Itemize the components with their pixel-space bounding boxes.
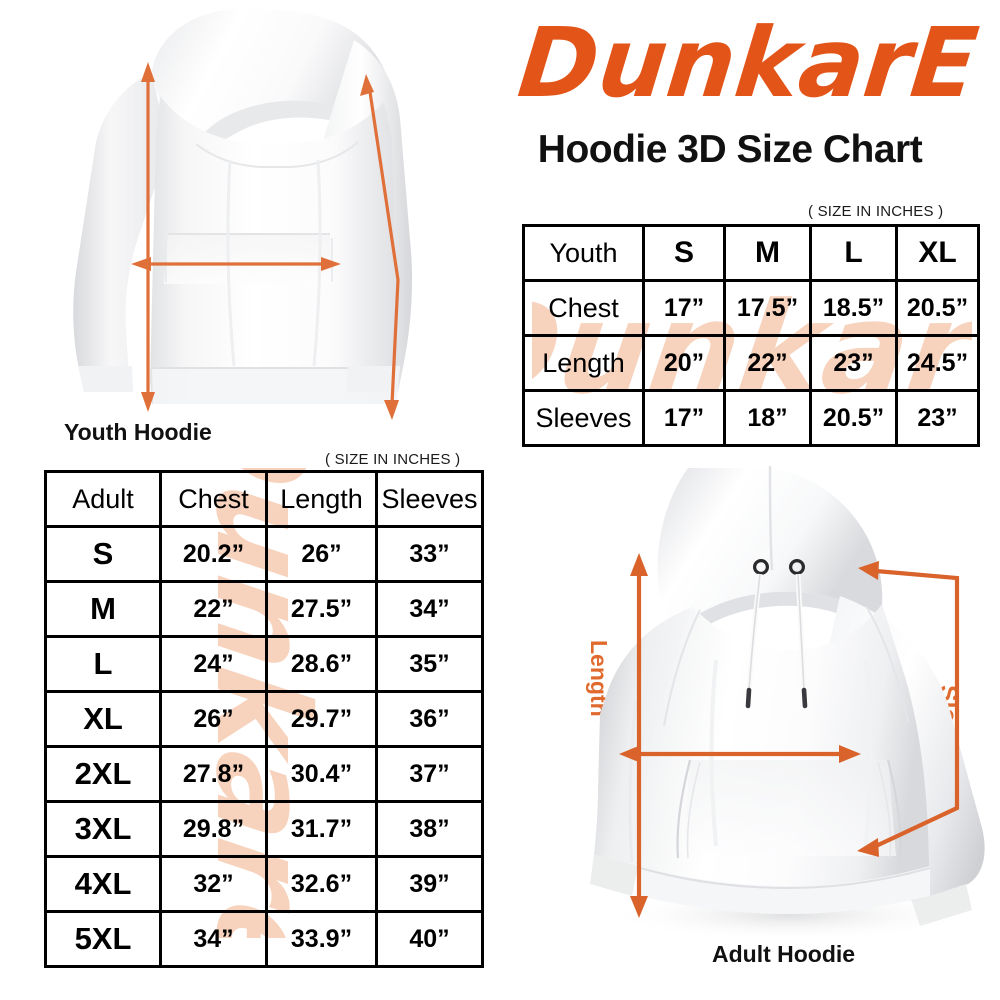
youth-chest-m: 17.5” [723, 279, 812, 337]
adult-size-unit-note: ( SIZE IN INCHES ) [325, 451, 461, 468]
adult-s-sleeves: 33” [375, 525, 484, 583]
table-row: S 20.2” 26” 33” [44, 525, 484, 583]
youth-col-header-m: M [723, 224, 812, 282]
youth-length-measure-label: Length [86, 225, 108, 292]
youth-length-arrow [141, 62, 155, 412]
adult-m-length: 27.5” [265, 580, 378, 638]
table-row: Adult Chest Length Sleeves [44, 470, 484, 528]
adult-length-arrow [630, 553, 648, 918]
table-row: 2XL 27.8” 30.4” 37” [44, 745, 484, 803]
youth-size-table: Youth S M L XL Chest 17” 17.5” 18.5” 20.… [522, 224, 980, 447]
adult-5xl-sleeves: 40” [375, 910, 484, 968]
youth-length-m: 22” [723, 334, 812, 392]
youth-length-xl: 24.5” [895, 334, 980, 392]
adult-row-label-3xl: 3XL [44, 800, 162, 858]
adult-l-chest: 24” [159, 635, 268, 693]
adult-table-corner-label: Adult [44, 470, 162, 528]
youth-col-header-l: L [809, 224, 898, 282]
youth-row-label-sleeves: Sleeves [522, 389, 645, 447]
table-row: M 22” 27.5” 34” [44, 580, 484, 638]
adult-chest-measure-label: Chest [722, 734, 792, 762]
adult-2xl-sleeves: 37” [375, 745, 484, 803]
adult-4xl-sleeves: 39” [375, 855, 484, 913]
brand-logo: DunkarE [470, 8, 990, 128]
adult-hoodie-caption: Adult Hoodie [712, 941, 856, 967]
adult-col-header-chest: Chest [159, 470, 268, 528]
table-row: XL 26” 29.7” 36” [44, 690, 484, 748]
youth-chest-s: 17” [642, 279, 726, 337]
adult-3xl-chest: 29.8” [159, 800, 268, 858]
adult-m-sleeves: 34” [375, 580, 484, 638]
adult-5xl-chest: 34” [159, 910, 268, 968]
adult-row-label-s: S [44, 525, 162, 583]
youth-sleeves-m: 18” [723, 389, 812, 447]
table-row: Length 20” 22” 23” 24.5” [522, 334, 980, 392]
youth-length-l: 23” [809, 334, 898, 392]
adult-s-chest: 20.2” [159, 525, 268, 583]
youth-size-unit-note: ( SIZE IN INCHES ) [808, 203, 944, 220]
adult-xl-sleeves: 36” [375, 690, 484, 748]
adult-4xl-chest: 32” [159, 855, 268, 913]
adult-sleeves-measure-label: Sleeves [934, 685, 962, 779]
youth-chest-l: 18.5” [809, 279, 898, 337]
youth-sleeves-measure-label: Sleeves [386, 185, 408, 260]
page-title: Hoodie 3D Size Chart [537, 128, 923, 171]
adult-size-table: Adult Chest Length Sleeves S 20.2” 26” 3… [44, 470, 484, 968]
adult-col-header-length: Length [265, 470, 378, 528]
adult-l-length: 28.6” [265, 635, 378, 693]
adult-row-label-4xl: 4XL [44, 855, 162, 913]
youth-chest-measure-label: Chest [212, 235, 268, 257]
youth-col-header-xl: XL [895, 224, 980, 282]
youth-sleeves-s: 17” [642, 389, 726, 447]
adult-5xl-length: 33.9” [265, 910, 378, 968]
adult-col-header-sleeves: Sleeves [375, 470, 484, 528]
youth-length-s: 20” [642, 334, 726, 392]
adult-row-label-xl: XL [44, 690, 162, 748]
table-row: L 24” 28.6” 35” [44, 635, 484, 693]
youth-chest-xl: 20.5” [895, 279, 980, 337]
adult-2xl-length: 30.4” [265, 745, 378, 803]
youth-col-header-s: S [642, 224, 726, 282]
adult-length-measure-label: Length [586, 640, 612, 717]
youth-row-label-length: Length [522, 334, 645, 392]
adult-m-chest: 22” [159, 580, 268, 638]
youth-row-label-chest: Chest [522, 279, 645, 337]
youth-chest-arrow [131, 257, 341, 271]
adult-row-label-2xl: 2XL [44, 745, 162, 803]
youth-table-corner-label: Youth [522, 224, 645, 282]
dunkare-logo-icon: DunkarE [513, 8, 983, 119]
youth-sleeves-xl: 23” [895, 389, 980, 447]
table-row: Sleeves 17” 18” 20.5” 23” [522, 389, 980, 447]
adult-4xl-length: 32.6” [265, 855, 378, 913]
table-row: Chest 17” 17.5” 18.5” 20.5” [522, 279, 980, 337]
table-row: 5XL 34” 33.9” 40” [44, 910, 484, 968]
table-row: 4XL 32” 32.6” 39” [44, 855, 484, 913]
adult-l-sleeves: 35” [375, 635, 484, 693]
adult-3xl-sleeves: 38” [375, 800, 484, 858]
adult-xl-length: 29.7” [265, 690, 378, 748]
youth-hoodie-caption: Youth Hoodie [64, 419, 212, 445]
adult-2xl-chest: 27.8” [159, 745, 268, 803]
adult-row-label-m: M [44, 580, 162, 638]
table-row: 3XL 29.8” 31.7” 38” [44, 800, 484, 858]
adult-3xl-length: 31.7” [265, 800, 378, 858]
adult-row-label-l: L [44, 635, 162, 693]
adult-xl-chest: 26” [159, 690, 268, 748]
adult-s-length: 26” [265, 525, 378, 583]
youth-sleeves-l: 20.5” [809, 389, 898, 447]
table-row: Youth S M L XL [522, 224, 980, 282]
adult-row-label-5xl: 5XL [44, 910, 162, 968]
svg-text:DunkarE: DunkarE [513, 8, 983, 119]
